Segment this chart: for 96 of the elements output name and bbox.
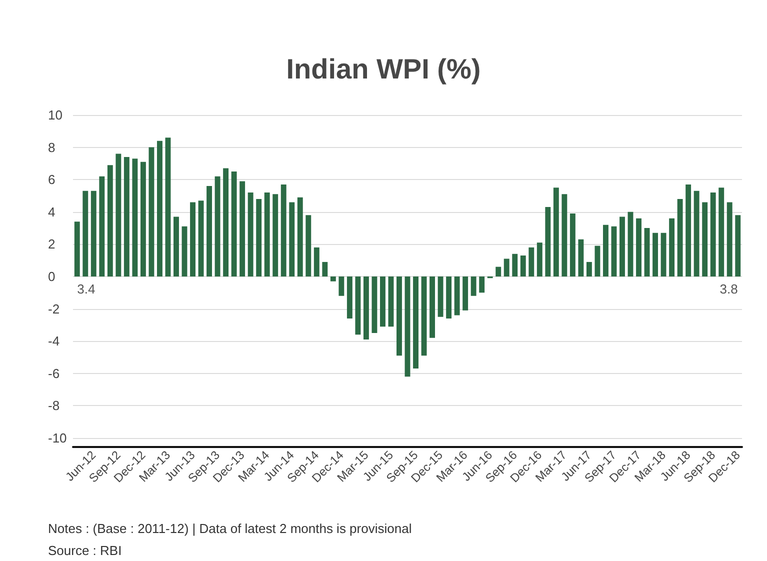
bar [553, 188, 559, 276]
bar [322, 262, 328, 276]
bar [628, 212, 634, 276]
bar [338, 276, 344, 296]
data-label: 3.4 [77, 282, 96, 296]
bar [289, 202, 295, 276]
y-tick-label: 2 [48, 236, 56, 252]
y-tick-label: -2 [48, 301, 60, 316]
bar [702, 202, 708, 276]
data-label: 3.8 [720, 282, 738, 296]
y-tick-label: 0 [48, 269, 56, 284]
bar [504, 258, 510, 276]
chart-title: Indian WPI (%) [286, 54, 481, 84]
bar [726, 202, 732, 276]
y-tick-label: 6 [48, 172, 56, 188]
bar [644, 228, 650, 276]
bar [545, 207, 551, 276]
bar [297, 197, 303, 276]
bar [248, 192, 254, 276]
bar [636, 218, 642, 276]
bar [512, 254, 518, 276]
bar [602, 224, 608, 276]
bar [694, 190, 700, 276]
bar [528, 247, 534, 276]
bar [256, 198, 262, 276]
bar [430, 276, 436, 338]
bar [470, 276, 476, 296]
bar [686, 184, 692, 276]
bar [132, 158, 138, 276]
bar [264, 192, 270, 276]
bar [479, 276, 485, 293]
text: Notes : (Base : 2011-12) | Data of latest 2 months is provisional [48, 521, 412, 536]
bar [372, 276, 378, 334]
y-tick-label: -6 [48, 366, 60, 381]
bar [231, 172, 237, 276]
bar [156, 140, 162, 276]
bar [99, 176, 105, 276]
bar [306, 215, 312, 276]
bar [413, 276, 418, 369]
bar [710, 192, 716, 276]
bar [454, 276, 460, 316]
bar [388, 276, 394, 327]
bar [578, 239, 584, 276]
source-note: Source : RBI [48, 543, 122, 558]
bar [611, 226, 617, 276]
bar [107, 165, 113, 276]
bar [182, 226, 188, 276]
bar [272, 194, 278, 276]
bar [355, 276, 361, 335]
bar [363, 276, 369, 340]
y-tick-label: 10 [48, 108, 62, 122]
y-tick-label: 4 [48, 204, 56, 220]
y-tick-label: -10 [48, 430, 67, 446]
bar [223, 168, 229, 276]
bar [594, 246, 600, 276]
bar [314, 247, 320, 276]
bar [116, 154, 122, 276]
bar [462, 276, 468, 310]
bar [438, 276, 444, 317]
bar [82, 190, 88, 276]
bar [214, 176, 220, 276]
bar [206, 186, 212, 276]
y-tick-label: -4 [48, 334, 60, 349]
bar [346, 276, 352, 318]
bar [404, 276, 410, 377]
bar [90, 190, 96, 276]
bar [520, 256, 526, 276]
bar [396, 276, 402, 356]
bar [669, 218, 675, 276]
bar [562, 194, 568, 276]
bar [190, 202, 196, 276]
bar [140, 162, 146, 276]
bar [165, 138, 171, 276]
bar [240, 181, 246, 276]
bar [677, 198, 683, 276]
bar [421, 276, 427, 356]
bar [446, 276, 452, 318]
bar [380, 276, 386, 327]
bar [124, 156, 130, 276]
y-tick-label: 8 [48, 140, 56, 155]
bar [330, 276, 336, 282]
bar [496, 266, 502, 276]
bar [74, 222, 80, 276]
bar [174, 216, 179, 276]
bar [280, 184, 286, 276]
bar [198, 200, 204, 276]
bar [620, 216, 625, 276]
bar [718, 188, 724, 276]
bar [735, 215, 741, 276]
bar [652, 232, 658, 276]
bar [660, 232, 666, 276]
bar [148, 147, 154, 276]
bar [536, 242, 542, 276]
bar [586, 262, 592, 276]
bar [570, 214, 576, 276]
y-tick-label: -8 [48, 398, 60, 414]
